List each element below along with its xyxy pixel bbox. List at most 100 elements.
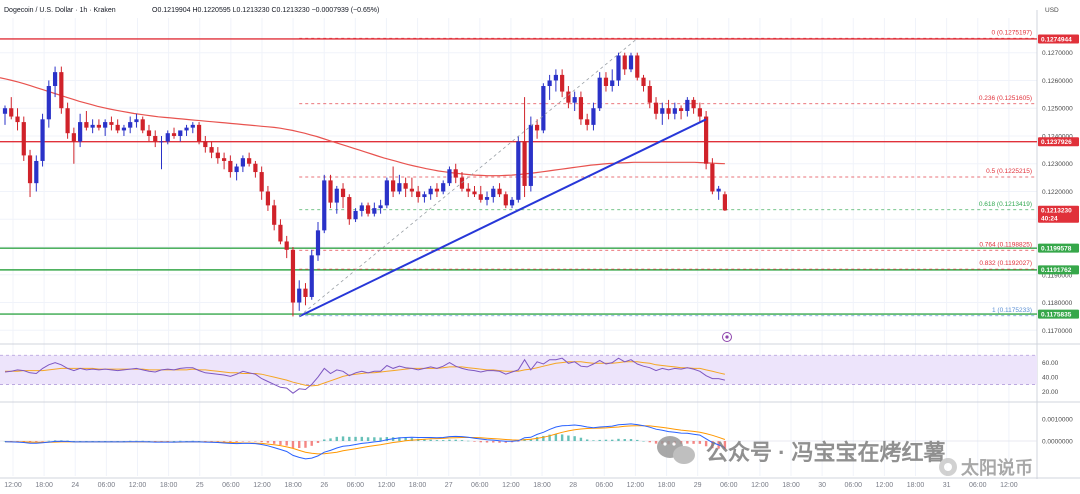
candle-body (378, 205, 383, 209)
candle (84, 110, 89, 131)
candle-body (365, 205, 371, 214)
price-tag-bg (1038, 265, 1079, 275)
candle (59, 66, 64, 114)
candle (165, 130, 170, 145)
macd-histogram-bar (172, 441, 176, 442)
macd-histogram-bar (129, 440, 132, 442)
candle-body (71, 133, 76, 142)
rsi-line (4, 357, 726, 394)
macd-histogram-bar (573, 436, 576, 441)
rsi-tick-label: 60.00 (1042, 360, 1059, 367)
candle (27, 149, 33, 198)
candle-body (672, 108, 677, 114)
candle-body (284, 241, 289, 250)
candle (509, 197, 515, 209)
candle (347, 194, 352, 225)
candle-body (46, 86, 51, 120)
macd-histogram-bar (542, 435, 545, 441)
price-tag: 0.1199578 (1038, 243, 1079, 253)
macd-histogram-bar (454, 439, 457, 441)
candle-body (603, 77, 609, 87)
candle (253, 160, 258, 178)
macd-histogram-bar (335, 436, 338, 441)
candle (184, 124, 189, 136)
macd-histogram-bar (247, 441, 251, 442)
candle (90, 119, 95, 134)
candle (128, 116, 133, 134)
candle-body (215, 152, 220, 159)
candle-body (484, 197, 490, 200)
candle-body (2, 108, 8, 114)
candle-body (140, 119, 145, 131)
candle-body (678, 108, 684, 111)
candle-body (478, 194, 483, 200)
candle-body (447, 169, 452, 184)
candle-body (441, 183, 446, 192)
price-tag: 0.1191762 (1038, 265, 1079, 275)
settings-gear-icon[interactable] (722, 332, 732, 342)
macd-histogram-bar (636, 439, 639, 441)
candle (278, 219, 283, 245)
candle-body (278, 224, 283, 242)
macd-histogram-bar (567, 435, 570, 441)
candle (428, 185, 433, 200)
price-tag-value: 0.1274944 (1041, 36, 1072, 43)
candle-body (272, 205, 277, 225)
x-tick-label: 06:00 (347, 482, 365, 489)
candle (52, 66, 58, 98)
candle (547, 74, 552, 100)
candle (628, 52, 634, 73)
x-tick-label: 06:00 (596, 482, 614, 489)
macd-histogram-bar (166, 441, 169, 442)
candle-body (578, 97, 584, 120)
macd-histogram-bar (686, 441, 689, 444)
candle (666, 99, 671, 120)
x-tick-label: 12:00 (876, 482, 894, 489)
candle (209, 141, 214, 159)
macd-histogram-bar (385, 437, 389, 441)
x-tick-label: 12:00 (751, 482, 769, 489)
bullish-trendline (298, 118, 707, 318)
macd-line (4, 423, 726, 460)
candle-body (228, 160, 233, 173)
candle-body (340, 188, 346, 198)
candle (572, 91, 577, 111)
macd-histogram-bar (197, 441, 201, 442)
macd-histogram-bar (329, 438, 332, 441)
macd-histogram-bar (629, 439, 633, 441)
macd-histogram-bar (110, 441, 113, 442)
candle-body (491, 188, 496, 198)
macd-histogram-bar (398, 437, 401, 441)
candle (397, 174, 402, 195)
candle-body (297, 288, 302, 303)
candle (391, 166, 396, 198)
candle-body (78, 122, 83, 142)
candle-body (303, 288, 308, 297)
candle (146, 124, 152, 142)
macd-histogram-bar (410, 438, 414, 441)
candle (247, 152, 252, 167)
macd-histogram-bar (366, 437, 370, 441)
macd-histogram-bar (592, 440, 595, 441)
candle-body (660, 108, 665, 114)
price-tag-value: 0.1213230 (1041, 208, 1072, 215)
fib-level-label: 0.5 (0.1225215) (986, 168, 1032, 175)
candle-body (697, 108, 702, 117)
macd-histogram-bar (122, 441, 126, 442)
candle (678, 105, 684, 120)
x-tick-label: 06:00 (471, 482, 489, 489)
candle-body (428, 188, 433, 195)
candle (290, 247, 296, 317)
macd-histogram-bar (41, 441, 44, 442)
macd-histogram-bar (241, 441, 245, 442)
candle (384, 177, 389, 209)
macd-histogram-bar (216, 441, 220, 442)
candle-body (253, 163, 258, 173)
candle (641, 74, 646, 92)
macd-histogram-bar (373, 437, 376, 441)
candle-body (409, 188, 414, 192)
candle-body (704, 116, 709, 164)
candle (46, 80, 51, 128)
candle (635, 52, 640, 81)
